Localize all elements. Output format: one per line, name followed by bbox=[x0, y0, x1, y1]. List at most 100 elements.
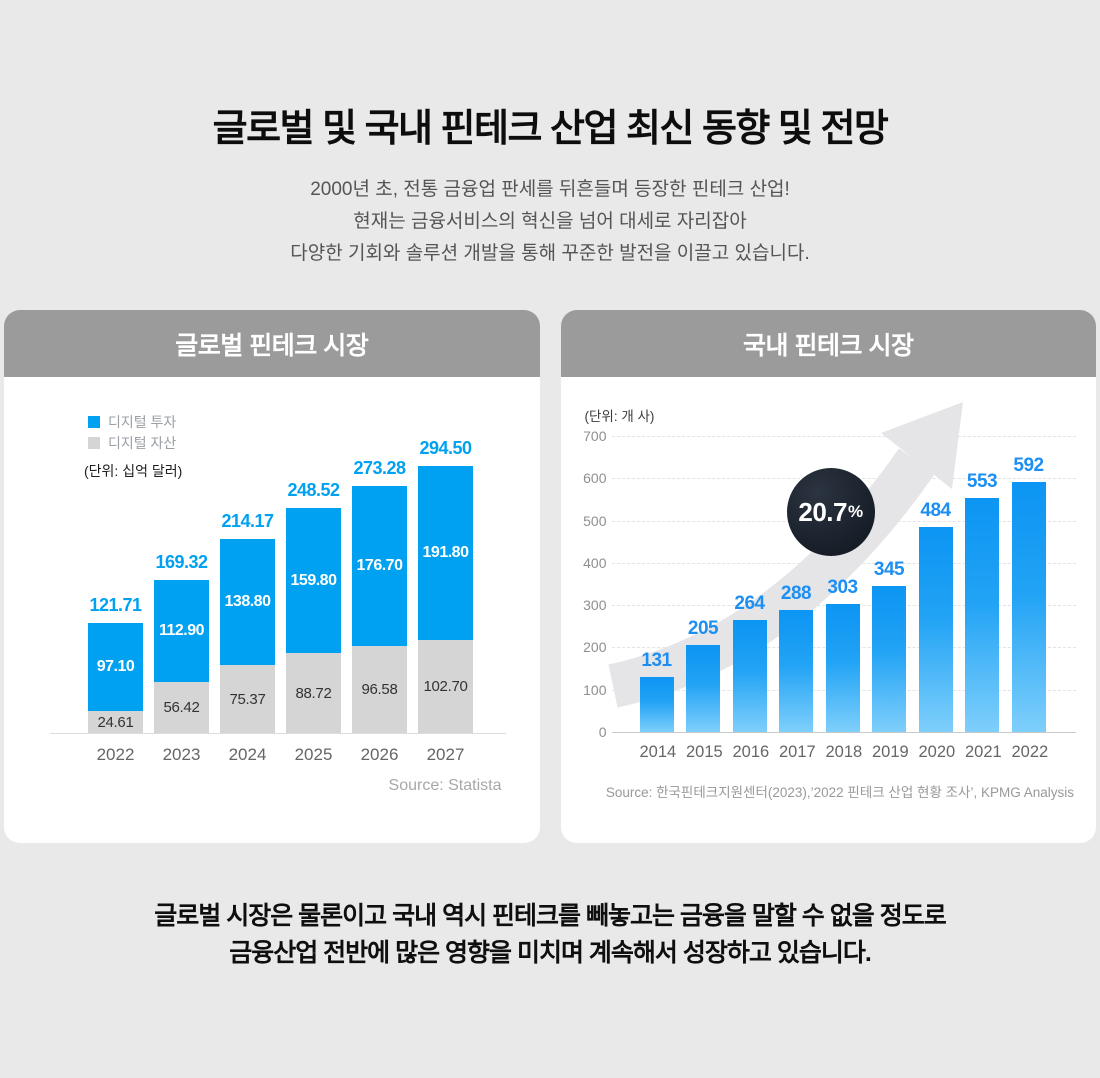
footer-line-2: 금융산업 전반에 많은 영향을 미치며 계속해서 성장하고 있습니다. bbox=[229, 939, 872, 967]
bar-segment-digital-assets: 102.70 bbox=[418, 640, 473, 733]
grid-line-700 bbox=[611, 436, 1076, 437]
legend-swatch-gray bbox=[88, 436, 100, 449]
global-x-axis-labels: 2022 2023 2024 2025 2026 2027 bbox=[88, 745, 473, 765]
bar-rect bbox=[639, 677, 674, 732]
x-tick-label: 2027 bbox=[426, 745, 465, 764]
bar-rect bbox=[918, 527, 953, 732]
bar-value-label: 484 bbox=[920, 500, 951, 521]
domestic-fintech-card: 국내 핀테크 시장 (단위: 개 사) 0 100 200 300 400 500 600 7… bbox=[560, 310, 1097, 843]
global-stacked-bars: 121.71 97.10 24.61 169.32 112.90 56.42 214.17 1… bbox=[88, 377, 473, 733]
bar-rect bbox=[686, 645, 720, 732]
global-unit-label: (단위: 십억 달러) bbox=[84, 463, 183, 479]
stacked-bar-2022: 121.71 97.10 24.61 bbox=[88, 595, 143, 733]
global-source: Source: Statista bbox=[388, 777, 502, 794]
y-tick-label: 400 bbox=[583, 554, 607, 571]
bar-value-label: 264 bbox=[734, 593, 765, 614]
bar-total-label: 121.71 bbox=[89, 595, 142, 615]
bar-value-label: 131 bbox=[641, 650, 672, 671]
legend-swatch-blue bbox=[88, 415, 100, 428]
x-tick-label: 2021 bbox=[965, 743, 1002, 761]
x-tick-label: 2019 bbox=[872, 743, 909, 761]
x-tick-label: 2024 bbox=[228, 745, 267, 764]
domestic-card-header: 국내 핀테크 시장 bbox=[560, 310, 1096, 377]
bar-segment-digital-assets: 56.42 bbox=[154, 682, 209, 733]
bar-segment-digital-investment: 159.80 bbox=[286, 508, 341, 653]
y-tick-label: 100 bbox=[583, 681, 607, 698]
bar-value-label: 288 bbox=[780, 583, 812, 604]
bar-segment-digital-investment: 191.80 bbox=[418, 466, 473, 640]
bar-2021: 553 bbox=[965, 471, 999, 732]
x-tick-label: 2026 bbox=[360, 745, 399, 764]
x-tick-label: 2022 bbox=[96, 745, 135, 764]
y-tick-label: 0 bbox=[598, 724, 607, 740]
domestic-plot: 0 100 200 300 400 500 600 700 131 205 264 288 303 34… bbox=[561, 377, 1097, 843]
bar-rect bbox=[872, 586, 906, 732]
subtitle-line-1: 2000년 초, 전통 금융업 판세를 뒤흔들며 등장한 핀테크 산업! bbox=[310, 179, 790, 200]
bar-total-label: 169.32 bbox=[155, 552, 208, 572]
x-tick-label: 2023 bbox=[162, 745, 201, 764]
footer-line-1: 글로벌 시장은 물론이고 국내 역시 핀테크를 빼놓고는 금융을 말할 수 없을… bbox=[154, 902, 946, 930]
x-tick-label: 2022 bbox=[1011, 743, 1049, 761]
bar-value-label: 553 bbox=[966, 471, 998, 492]
bar-rect bbox=[732, 620, 767, 732]
stacked-bar-2027: 294.50 191.80 102.70 bbox=[418, 438, 473, 733]
global-chart-area: 디지털 투자 디지털 자산 (단위: 십억 달러) 121.71 97.10 24.… bbox=[4, 377, 540, 843]
growth-arrow-icon bbox=[607, 402, 963, 708]
global-chart-legend: 디지털 투자 디지털 자산 bbox=[88, 411, 176, 453]
bar-segment-digital-investment: 176.70 bbox=[352, 486, 407, 646]
charts-row: 글로벌 핀테크 시장 디지털 투자 디지털 자산 (단위: 십억 달러) 121… bbox=[4, 310, 1096, 843]
bar-2019: 345 bbox=[872, 559, 906, 732]
bar-segment-digital-assets: 24.61 bbox=[88, 711, 143, 733]
y-tick-label: 500 bbox=[583, 512, 607, 529]
bar-rect bbox=[825, 604, 860, 732]
bar-segment-digital-investment: 97.10 bbox=[88, 623, 143, 711]
bar-total-label: 248.52 bbox=[287, 480, 340, 500]
bar-total-label: 273.28 bbox=[353, 458, 406, 478]
bar-2017: 288 bbox=[779, 583, 813, 732]
y-tick-label: 300 bbox=[583, 597, 607, 614]
bar-value-label: 345 bbox=[873, 559, 905, 580]
bar-value-label: 592 bbox=[1013, 455, 1044, 476]
bar-2014: 131 bbox=[639, 650, 674, 732]
bar-2018: 303 bbox=[825, 577, 860, 732]
subtitle-line-2: 현재는 금융서비스의 혁신을 넘어 대세로 자리잡아 bbox=[353, 211, 747, 232]
grid-line-0 bbox=[611, 732, 1076, 733]
y-tick-label: 700 bbox=[583, 428, 607, 444]
bar-2020: 484 bbox=[918, 500, 953, 732]
domestic-chart-area: (단위: 개 사) 0 100 200 300 400 500 600 700 131 205 2… bbox=[561, 377, 1097, 843]
bar-value-label: 303 bbox=[827, 577, 858, 598]
page-title: 글로벌 및 국내 핀테크 산업 최신 동향 및 전망 bbox=[212, 108, 889, 150]
legend-label: 디지털 투자 bbox=[108, 413, 177, 430]
global-card-header: 글로벌 핀테크 시장 bbox=[4, 310, 540, 377]
x-tick-label: 2016 bbox=[732, 743, 770, 761]
footer-summary: 글로벌 시장은 물론이고 국내 역시 핀테크를 빼놓고는 금융을 말할 수 없을… bbox=[0, 898, 1100, 972]
growth-rate-badge: 20.7% bbox=[786, 468, 875, 556]
subtitle-line-3: 다양한 기회와 솔루션 개발을 통해 꾸준한 발전을 이끌고 있습니다. bbox=[290, 243, 810, 264]
growth-rate-value: 20.7 bbox=[798, 496, 847, 527]
legend-item-digital-assets: 디지털 자산 bbox=[88, 432, 176, 453]
x-tick-label: 2014 bbox=[639, 743, 677, 761]
bar-rect bbox=[965, 498, 999, 732]
domestic-unit-label: (단위: 개 사) bbox=[584, 409, 655, 424]
bar-2022: 592 bbox=[1011, 455, 1046, 732]
bar-segment-digital-assets: 96.58 bbox=[352, 646, 407, 733]
domestic-x-axis-labels: 2014 2015 2016 2017 2018 2019 2020 2021 2022 bbox=[639, 743, 1049, 762]
bar-segment-digital-assets: 75.37 bbox=[220, 665, 275, 733]
y-tick-label: 200 bbox=[583, 639, 607, 656]
x-tick-label: 2020 bbox=[918, 743, 956, 761]
bar-rect bbox=[1011, 482, 1046, 732]
global-fintech-card: 글로벌 핀테크 시장 디지털 투자 디지털 자산 (단위: 십억 달러) 121… bbox=[4, 310, 540, 843]
bar-segment-digital-investment: 112.90 bbox=[154, 580, 209, 682]
stacked-bar-2023: 169.32 112.90 56.42 bbox=[154, 552, 209, 733]
bar-total-label: 294.50 bbox=[419, 438, 472, 458]
x-tick-label: 2018 bbox=[825, 743, 863, 761]
percent-sign: % bbox=[847, 502, 863, 521]
page-subtitle: 2000년 초, 전통 금융업 판세를 뒤흔들며 등장한 핀테크 산업! 현재는… bbox=[0, 174, 1100, 270]
x-tick-label: 2025 bbox=[294, 745, 333, 764]
bar-2015: 205 bbox=[686, 618, 720, 732]
global-axis-baseline bbox=[50, 733, 506, 734]
y-tick-label: 600 bbox=[583, 470, 607, 487]
stacked-bar-2024: 214.17 138.80 75.37 bbox=[220, 511, 275, 733]
bar-value-label: 205 bbox=[687, 618, 719, 639]
